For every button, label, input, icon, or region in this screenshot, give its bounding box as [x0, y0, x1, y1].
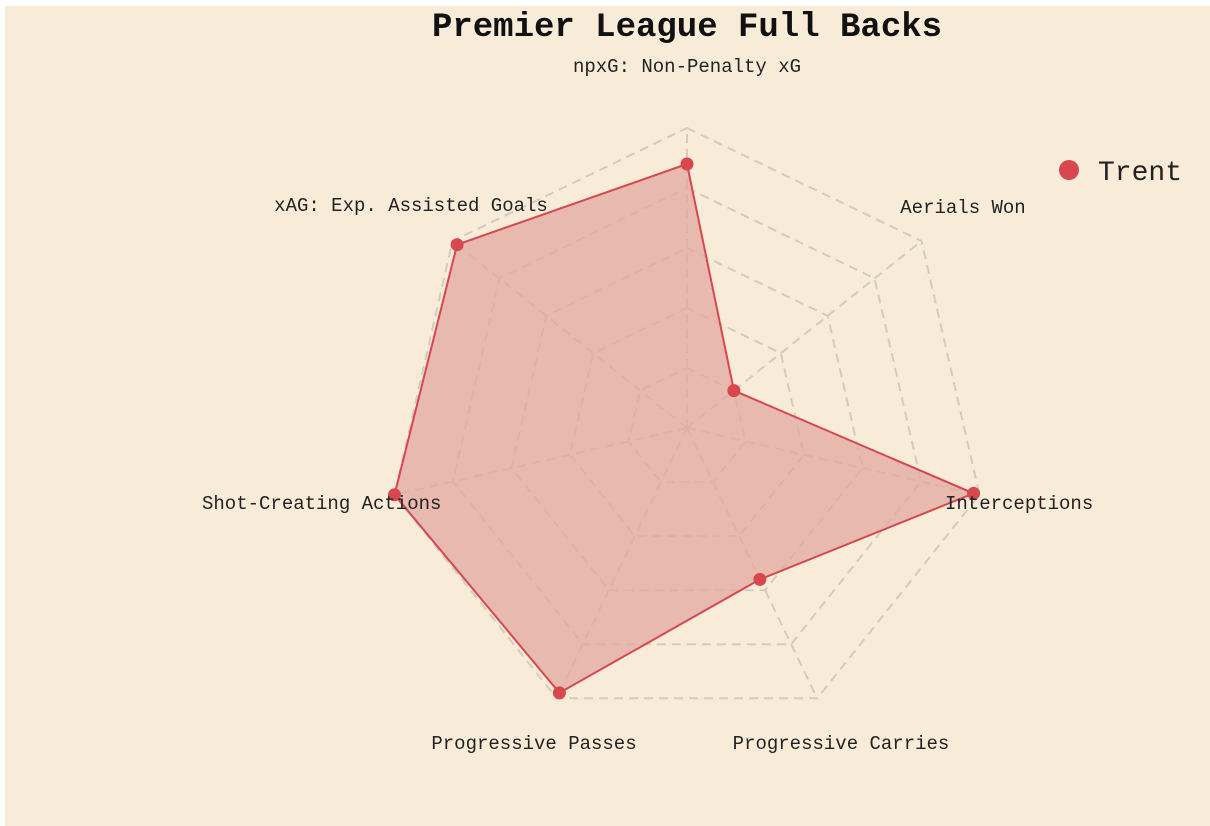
axis-label: Interceptions — [945, 493, 1093, 515]
data-point[interactable] — [450, 238, 464, 252]
grid-ring-5 — [393, 126, 981, 700]
data-point[interactable] — [727, 384, 741, 398]
axis-label: Progressive Passes — [431, 733, 636, 755]
axis-label: Shot-Creating Actions — [202, 493, 441, 515]
series-layer — [388, 157, 981, 700]
legend[interactable]: Trent — [1059, 158, 1182, 189]
chart-title: Premier League Full Backs — [432, 9, 942, 47]
axis-label: Progressive Carries — [733, 733, 950, 755]
legend-marker — [1059, 160, 1079, 180]
axis-label: Aerials Won — [900, 197, 1025, 219]
axis-label: npxG: Non-Penalty xG — [573, 56, 801, 78]
data-point[interactable] — [552, 686, 566, 700]
data-point[interactable] — [967, 486, 981, 500]
chart-frame: Premier League Full Backs npxG: Non-Pena… — [5, 6, 1210, 826]
data-point[interactable] — [680, 157, 694, 171]
legend-label: Trent — [1098, 158, 1182, 189]
axis-label: xAG: Exp. Assisted Goals — [274, 195, 548, 217]
series-area — [393, 162, 977, 695]
data-point[interactable] — [753, 572, 767, 586]
data-point[interactable] — [388, 488, 401, 502]
radar-chart: Premier League Full Backs npxG: Non-Pena… — [202, 9, 1182, 755]
grid-ring-4 — [451, 186, 923, 646]
axis-labels: npxG: Non-Penalty xG Aerials Won Intercept… — [202, 56, 1093, 755]
